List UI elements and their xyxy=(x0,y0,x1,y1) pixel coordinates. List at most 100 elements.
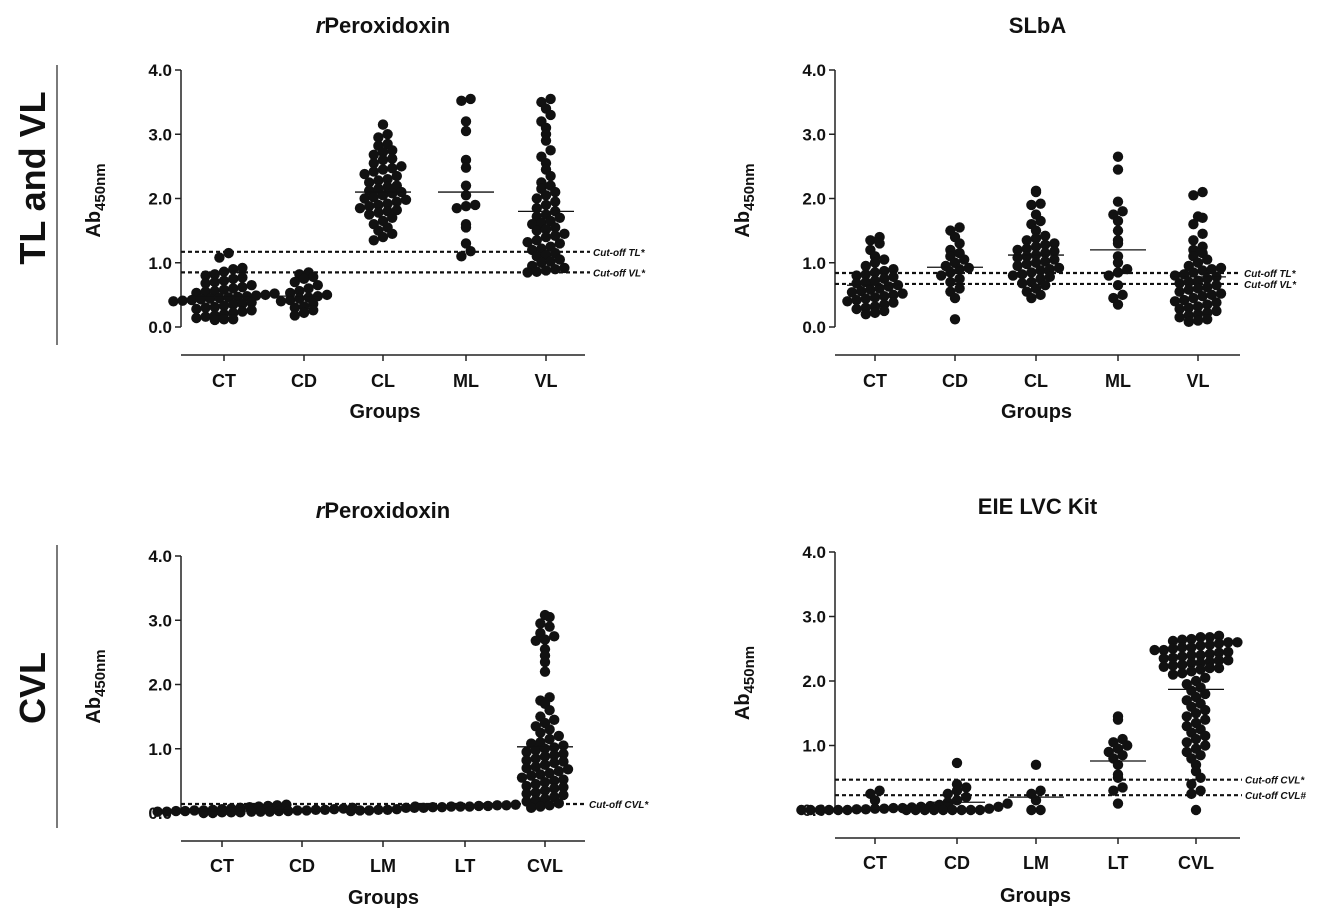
data-point xyxy=(460,125,472,137)
data-point xyxy=(354,202,366,214)
data-point xyxy=(1112,151,1124,162)
data-point xyxy=(218,284,230,295)
data-point xyxy=(1181,737,1193,748)
data-point xyxy=(553,730,564,742)
data-point xyxy=(298,307,310,319)
group-cd xyxy=(246,802,358,817)
group-lt xyxy=(1090,711,1146,809)
data-point xyxy=(1035,265,1046,276)
data-point xyxy=(377,231,389,243)
data-point xyxy=(409,802,420,814)
data-point xyxy=(460,154,472,166)
data-point xyxy=(1112,164,1124,175)
y-tick-label: 2.0 xyxy=(148,676,172,695)
data-point xyxy=(382,129,393,140)
data-point xyxy=(1174,303,1185,315)
data-point xyxy=(1108,785,1119,796)
data-point xyxy=(345,805,356,817)
data-point xyxy=(200,311,211,322)
data-point xyxy=(186,294,197,306)
x-axis-label: Groups xyxy=(1001,401,1072,423)
data-point xyxy=(359,193,370,204)
data-point xyxy=(539,666,551,677)
data-point xyxy=(1211,280,1222,291)
data-point xyxy=(1197,186,1208,198)
data-point xyxy=(1017,269,1028,280)
data-point xyxy=(209,301,220,313)
data-point xyxy=(1112,299,1124,310)
group-ml xyxy=(1090,151,1146,310)
data-point xyxy=(289,302,300,313)
chart-title: rPeroxidoxin xyxy=(316,498,450,523)
data-point xyxy=(1040,230,1051,241)
data-point xyxy=(1202,254,1213,265)
data-point xyxy=(1112,196,1124,207)
group-ct xyxy=(842,231,908,320)
data-point xyxy=(1021,258,1032,270)
data-point xyxy=(1117,782,1128,793)
data-point xyxy=(1204,639,1216,651)
data-point xyxy=(246,297,257,308)
data-point xyxy=(1044,271,1056,283)
data-point xyxy=(535,727,546,738)
data-point xyxy=(1112,238,1124,249)
data-point xyxy=(1167,635,1179,647)
data-point xyxy=(1195,772,1206,783)
data-point xyxy=(501,800,512,811)
data-point xyxy=(1030,225,1042,236)
data-point xyxy=(1035,198,1046,209)
data-point xyxy=(1192,275,1204,286)
data-point xyxy=(919,804,930,816)
data-point xyxy=(1200,672,1211,683)
cutoff-label: Cut-off VL* xyxy=(1244,280,1297,291)
data-point xyxy=(308,305,319,316)
data-point xyxy=(956,804,967,816)
data-point xyxy=(218,300,230,311)
data-point xyxy=(539,751,551,762)
data-point xyxy=(451,202,462,214)
data-point xyxy=(1190,804,1202,816)
data-point xyxy=(368,149,379,161)
data-point xyxy=(535,769,546,780)
y-tick-label: 1.0 xyxy=(802,737,826,756)
x-tick-label: ML xyxy=(453,371,479,391)
group-ml xyxy=(438,93,494,262)
x-tick-label: CD xyxy=(942,371,968,391)
data-point xyxy=(1021,251,1032,262)
data-point xyxy=(198,807,209,819)
data-point xyxy=(170,805,182,817)
data-point xyxy=(1002,798,1013,809)
data-point xyxy=(1206,263,1218,275)
y-tick-label: 3.0 xyxy=(148,125,172,144)
data-point xyxy=(530,761,541,772)
data-point xyxy=(1174,286,1185,297)
x-axis-label: Groups xyxy=(349,401,420,423)
data-point xyxy=(377,164,389,175)
data-point xyxy=(879,305,890,317)
data-point xyxy=(522,267,533,278)
data-point xyxy=(391,170,402,182)
data-point xyxy=(888,289,899,301)
data-point xyxy=(1122,263,1133,275)
data-point xyxy=(1186,788,1197,800)
y-tick-label: 2.0 xyxy=(802,190,826,209)
data-point xyxy=(544,733,555,745)
data-point xyxy=(531,235,542,246)
data-point xyxy=(1223,637,1234,648)
data-point xyxy=(1169,270,1181,281)
chart-title: SLbA xyxy=(1009,13,1067,38)
data-point xyxy=(1186,666,1197,677)
data-point xyxy=(535,801,546,812)
y-tick-label: 1.0 xyxy=(802,254,826,273)
data-point xyxy=(1044,263,1056,275)
data-point xyxy=(1112,759,1124,771)
data-point xyxy=(1026,267,1037,278)
data-point xyxy=(456,251,467,262)
data-point xyxy=(550,186,561,198)
y-tick-label: 4.0 xyxy=(148,547,172,566)
x-tick-label: LM xyxy=(370,856,396,876)
data-point xyxy=(1177,634,1188,645)
data-point xyxy=(1195,640,1206,651)
data-point xyxy=(558,774,569,785)
data-point xyxy=(1026,804,1037,816)
